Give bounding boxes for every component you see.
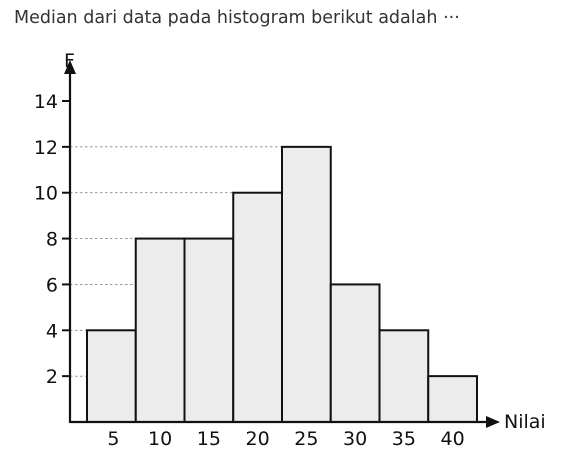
- x-tick-label: 5: [107, 428, 119, 450]
- y-tick-label: 10: [34, 183, 58, 205]
- histogram-bar: [378, 329, 430, 423]
- y-tick-label: 2: [46, 366, 58, 388]
- histogram-bar: [134, 237, 186, 423]
- y-tick-label: 4: [46, 320, 58, 342]
- x-ticks: 5 10 15 20 25 30 35 40: [107, 428, 464, 450]
- histogram-bar: [86, 329, 137, 423]
- histogram-bar: [183, 237, 235, 423]
- y-tick-label: 8: [46, 229, 58, 251]
- x-axis-arrow: [486, 416, 500, 428]
- x-tick-label: 20: [246, 428, 270, 450]
- bars: [86, 145, 478, 423]
- x-tick-label: 35: [392, 428, 416, 450]
- histogram-bar: [427, 375, 478, 423]
- y-tick-label: 12: [34, 137, 58, 159]
- y-tick-label: 14: [34, 91, 58, 113]
- y-axis-arrow: [64, 60, 76, 74]
- x-tick-label: 25: [294, 428, 318, 450]
- x-tick-label: 30: [343, 428, 367, 450]
- histogram-bar: [232, 191, 283, 423]
- question-text: Median dari data pada histogram berikut …: [14, 8, 460, 28]
- y-ticks: 2 4 6 8 10 12 14: [34, 91, 70, 388]
- x-tick-label: 10: [148, 428, 172, 450]
- x-tick-label: 40: [441, 428, 465, 450]
- histogram-bar: [281, 145, 332, 423]
- x-tick-label: 15: [197, 428, 221, 450]
- axes: [64, 60, 500, 428]
- histogram-bar: [329, 283, 381, 423]
- x-axis-title: Nilai: [504, 411, 546, 433]
- y-axis-title: F: [64, 50, 75, 72]
- y-tick-label: 6: [46, 274, 58, 296]
